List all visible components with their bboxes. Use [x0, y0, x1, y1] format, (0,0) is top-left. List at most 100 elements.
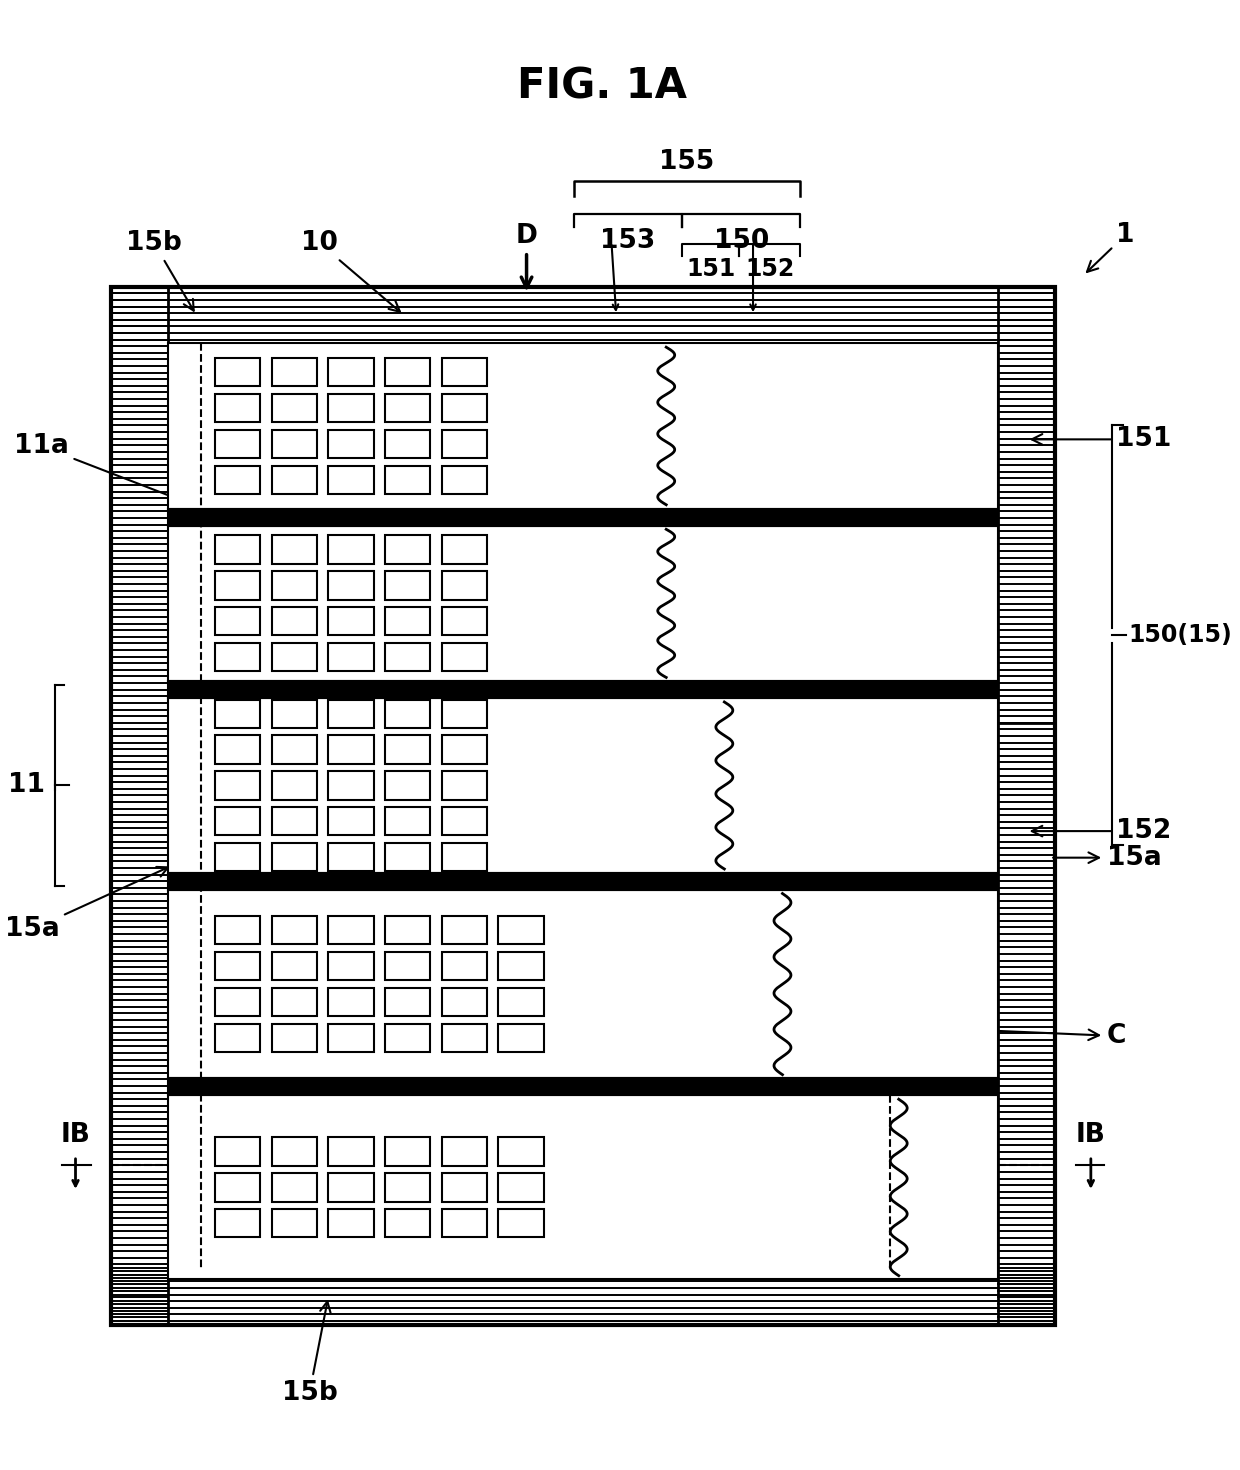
- Bar: [272, 735, 317, 764]
- Bar: [441, 1138, 487, 1166]
- Bar: [384, 429, 430, 459]
- Bar: [216, 1138, 260, 1166]
- Bar: [441, 807, 487, 835]
- Bar: [329, 807, 373, 835]
- Bar: [329, 429, 373, 459]
- Bar: [272, 772, 317, 800]
- Bar: [216, 772, 260, 800]
- Bar: [329, 1138, 373, 1166]
- Bar: [384, 1173, 430, 1201]
- Text: 152: 152: [745, 257, 794, 281]
- Bar: [329, 394, 373, 422]
- Bar: [167, 698, 998, 873]
- Bar: [216, 429, 260, 459]
- Bar: [329, 1173, 373, 1201]
- Bar: [272, 572, 317, 600]
- Text: 152: 152: [1032, 819, 1172, 844]
- Text: C: C: [790, 1022, 1126, 1050]
- Bar: [441, 842, 487, 872]
- Bar: [272, 642, 317, 672]
- Bar: [112, 287, 1055, 1324]
- Bar: [998, 287, 1055, 723]
- Text: 155: 155: [660, 150, 714, 175]
- Bar: [329, 359, 373, 387]
- Bar: [216, 394, 260, 422]
- Bar: [441, 700, 487, 728]
- Bar: [441, 1210, 487, 1238]
- Bar: [216, 700, 260, 728]
- Text: 11a: 11a: [14, 434, 219, 516]
- Bar: [998, 723, 1055, 1324]
- Bar: [441, 572, 487, 600]
- Bar: [384, 1023, 430, 1053]
- Bar: [216, 916, 260, 945]
- Bar: [272, 953, 317, 980]
- Bar: [272, 700, 317, 728]
- Bar: [441, 429, 487, 459]
- Bar: [216, 735, 260, 764]
- Bar: [112, 287, 1055, 344]
- Bar: [329, 1023, 373, 1053]
- Bar: [384, 807, 430, 835]
- Bar: [216, 1210, 260, 1238]
- Bar: [167, 1079, 998, 1095]
- Bar: [272, 359, 317, 387]
- Bar: [384, 1210, 430, 1238]
- Bar: [216, 1023, 260, 1053]
- Bar: [384, 642, 430, 672]
- Bar: [272, 394, 317, 422]
- Bar: [441, 642, 487, 672]
- Text: 150(15): 150(15): [1128, 623, 1233, 647]
- Bar: [272, 466, 317, 494]
- Bar: [216, 807, 260, 835]
- Bar: [498, 988, 543, 1016]
- Bar: [384, 394, 430, 422]
- Bar: [216, 607, 260, 635]
- Bar: [498, 916, 543, 945]
- Bar: [498, 1210, 543, 1238]
- Bar: [272, 807, 317, 835]
- Bar: [384, 916, 430, 945]
- Bar: [441, 607, 487, 635]
- Bar: [329, 700, 373, 728]
- Bar: [216, 466, 260, 494]
- Bar: [329, 735, 373, 764]
- Text: 1: 1: [1087, 222, 1135, 272]
- Bar: [384, 953, 430, 980]
- Text: 151: 151: [686, 257, 735, 281]
- Text: 153: 153: [600, 228, 656, 253]
- Bar: [329, 772, 373, 800]
- Text: IB: IB: [61, 1122, 91, 1148]
- Bar: [329, 642, 373, 672]
- Bar: [384, 572, 430, 600]
- Text: D: D: [516, 223, 537, 288]
- Bar: [329, 916, 373, 945]
- Bar: [384, 988, 430, 1016]
- Bar: [216, 642, 260, 672]
- Bar: [441, 1023, 487, 1053]
- Bar: [384, 607, 430, 635]
- Bar: [498, 1173, 543, 1201]
- Text: 15b: 15b: [281, 1301, 337, 1405]
- Bar: [272, 916, 317, 945]
- Bar: [329, 572, 373, 600]
- Bar: [216, 988, 260, 1016]
- Bar: [498, 953, 543, 980]
- Bar: [272, 1173, 317, 1201]
- Text: 15b: 15b: [126, 229, 193, 310]
- Text: 151: 151: [1032, 426, 1172, 453]
- Bar: [441, 772, 487, 800]
- Bar: [498, 1023, 543, 1053]
- Text: 150: 150: [713, 228, 769, 253]
- Bar: [167, 681, 998, 698]
- Text: 15a: 15a: [1053, 845, 1162, 870]
- Bar: [216, 842, 260, 872]
- Bar: [441, 1173, 487, 1201]
- Bar: [167, 525, 998, 681]
- Bar: [441, 735, 487, 764]
- Bar: [498, 1138, 543, 1166]
- Bar: [272, 607, 317, 635]
- Bar: [441, 466, 487, 494]
- Bar: [167, 1095, 998, 1279]
- Bar: [167, 873, 998, 889]
